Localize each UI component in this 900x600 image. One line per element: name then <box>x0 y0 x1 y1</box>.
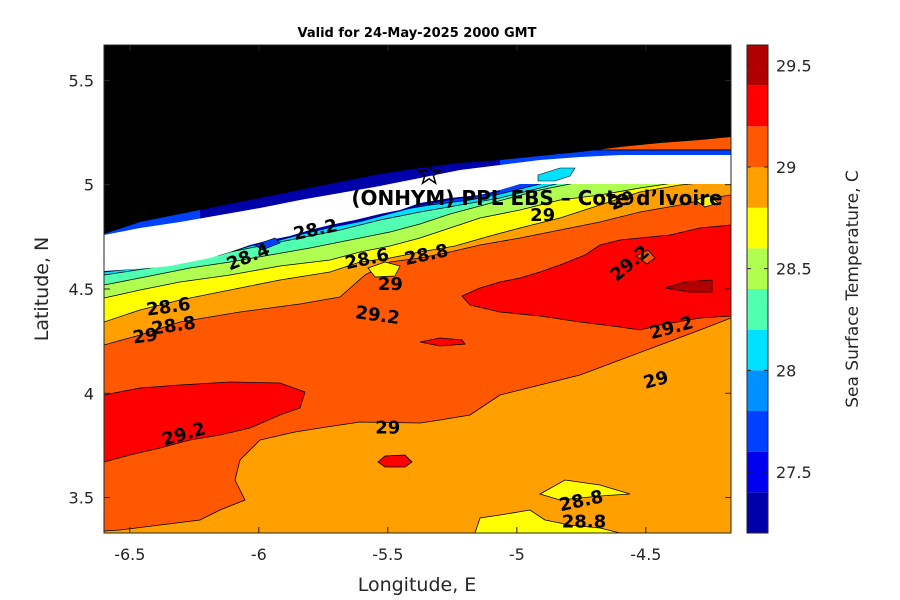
colorbar-tick-label: 28.5 <box>776 260 812 279</box>
star-marker <box>416 161 442 185</box>
y-tick-label: 3.5 <box>69 489 94 508</box>
y-tick-label: 4.5 <box>69 280 94 299</box>
x-tick-label: -5 <box>509 545 525 564</box>
colorbar-segment <box>747 289 768 330</box>
colorbar-ticks: 27.5 28 28.5 29 29.5 <box>747 56 812 482</box>
coastal-blue-strip <box>537 167 576 182</box>
land <box>104 45 731 234</box>
colorbar-segment <box>747 248 768 289</box>
colorbar-tick-label: 28 <box>776 361 796 380</box>
sst-field-yellow-islet <box>367 261 401 278</box>
colorbar-label: Sea Surface Temperature, C <box>843 170 863 408</box>
sst-field-yellow-islet-2 <box>694 195 719 208</box>
contour-label: 28.8 <box>562 512 606 533</box>
contour-label: 29 <box>378 274 403 295</box>
sst-field-sw-red <box>104 381 306 463</box>
sst-field-patch-yellow <box>538 479 631 501</box>
x-axis-label: Longitude, E <box>358 574 477 596</box>
colorbar-segment <box>747 85 768 127</box>
plot-area: 28.228.4 28.6 28.82928.628.82929.2292929.2… <box>104 45 731 533</box>
land-mask <box>104 155 731 271</box>
sst-field-ne-red <box>461 224 731 331</box>
y-tick-label: 5.5 <box>69 71 94 90</box>
colorbar-tick-label: 29.5 <box>776 56 812 75</box>
sst-field-ne-darkred <box>664 279 713 293</box>
contour-label: 29 <box>375 418 400 439</box>
colorbar <box>747 45 768 533</box>
colorbar-tick-label: 27.5 <box>776 463 812 482</box>
x-tick-label: -6.5 <box>114 545 145 564</box>
colorbar-tick-label: 29 <box>776 158 796 177</box>
colorbar-segment <box>747 126 768 167</box>
sst-field-southern-yellow <box>474 509 621 533</box>
sst-field-small-red-2 <box>419 337 466 347</box>
contour-label: 29 <box>530 205 555 226</box>
colorbar-segment <box>747 329 768 371</box>
colorbar-segment <box>747 167 768 208</box>
coastal-blue-strip-2 <box>254 237 281 251</box>
chart-title: Valid for 24-May-2025 2000 GMT <box>298 26 537 41</box>
contour-label: 29 <box>131 324 159 348</box>
colorbar-segment <box>747 451 768 493</box>
y-tick-label: 4 <box>84 384 94 403</box>
sst-field-southern <box>104 317 731 533</box>
x-tick-label: -4.5 <box>630 545 661 564</box>
colorbar-frame <box>746 44 769 534</box>
colorbar-segment <box>747 45 768 86</box>
site-annotation: (ONHYM) PPL EBS – Cote d’Ivoire <box>351 186 722 210</box>
colorbar-segment <box>747 492 768 533</box>
colorbar-segment <box>747 411 768 452</box>
x-tick-label: -6 <box>251 545 267 564</box>
y-axis: 3.5 4 4.5 5 5.5 <box>69 71 731 508</box>
colorbar-segment <box>747 370 768 411</box>
y-axis-label: Latitude, N <box>31 237 53 342</box>
colorbar-segment <box>747 207 768 249</box>
x-tick-label: -5.5 <box>372 545 403 564</box>
sst-field-ne-orange-islet <box>635 249 656 265</box>
sst-field-small-red <box>377 454 413 468</box>
y-tick-label: 5 <box>84 176 94 195</box>
x-axis: -6.5 -6 -5.5 -5 -4.5 <box>114 45 661 564</box>
